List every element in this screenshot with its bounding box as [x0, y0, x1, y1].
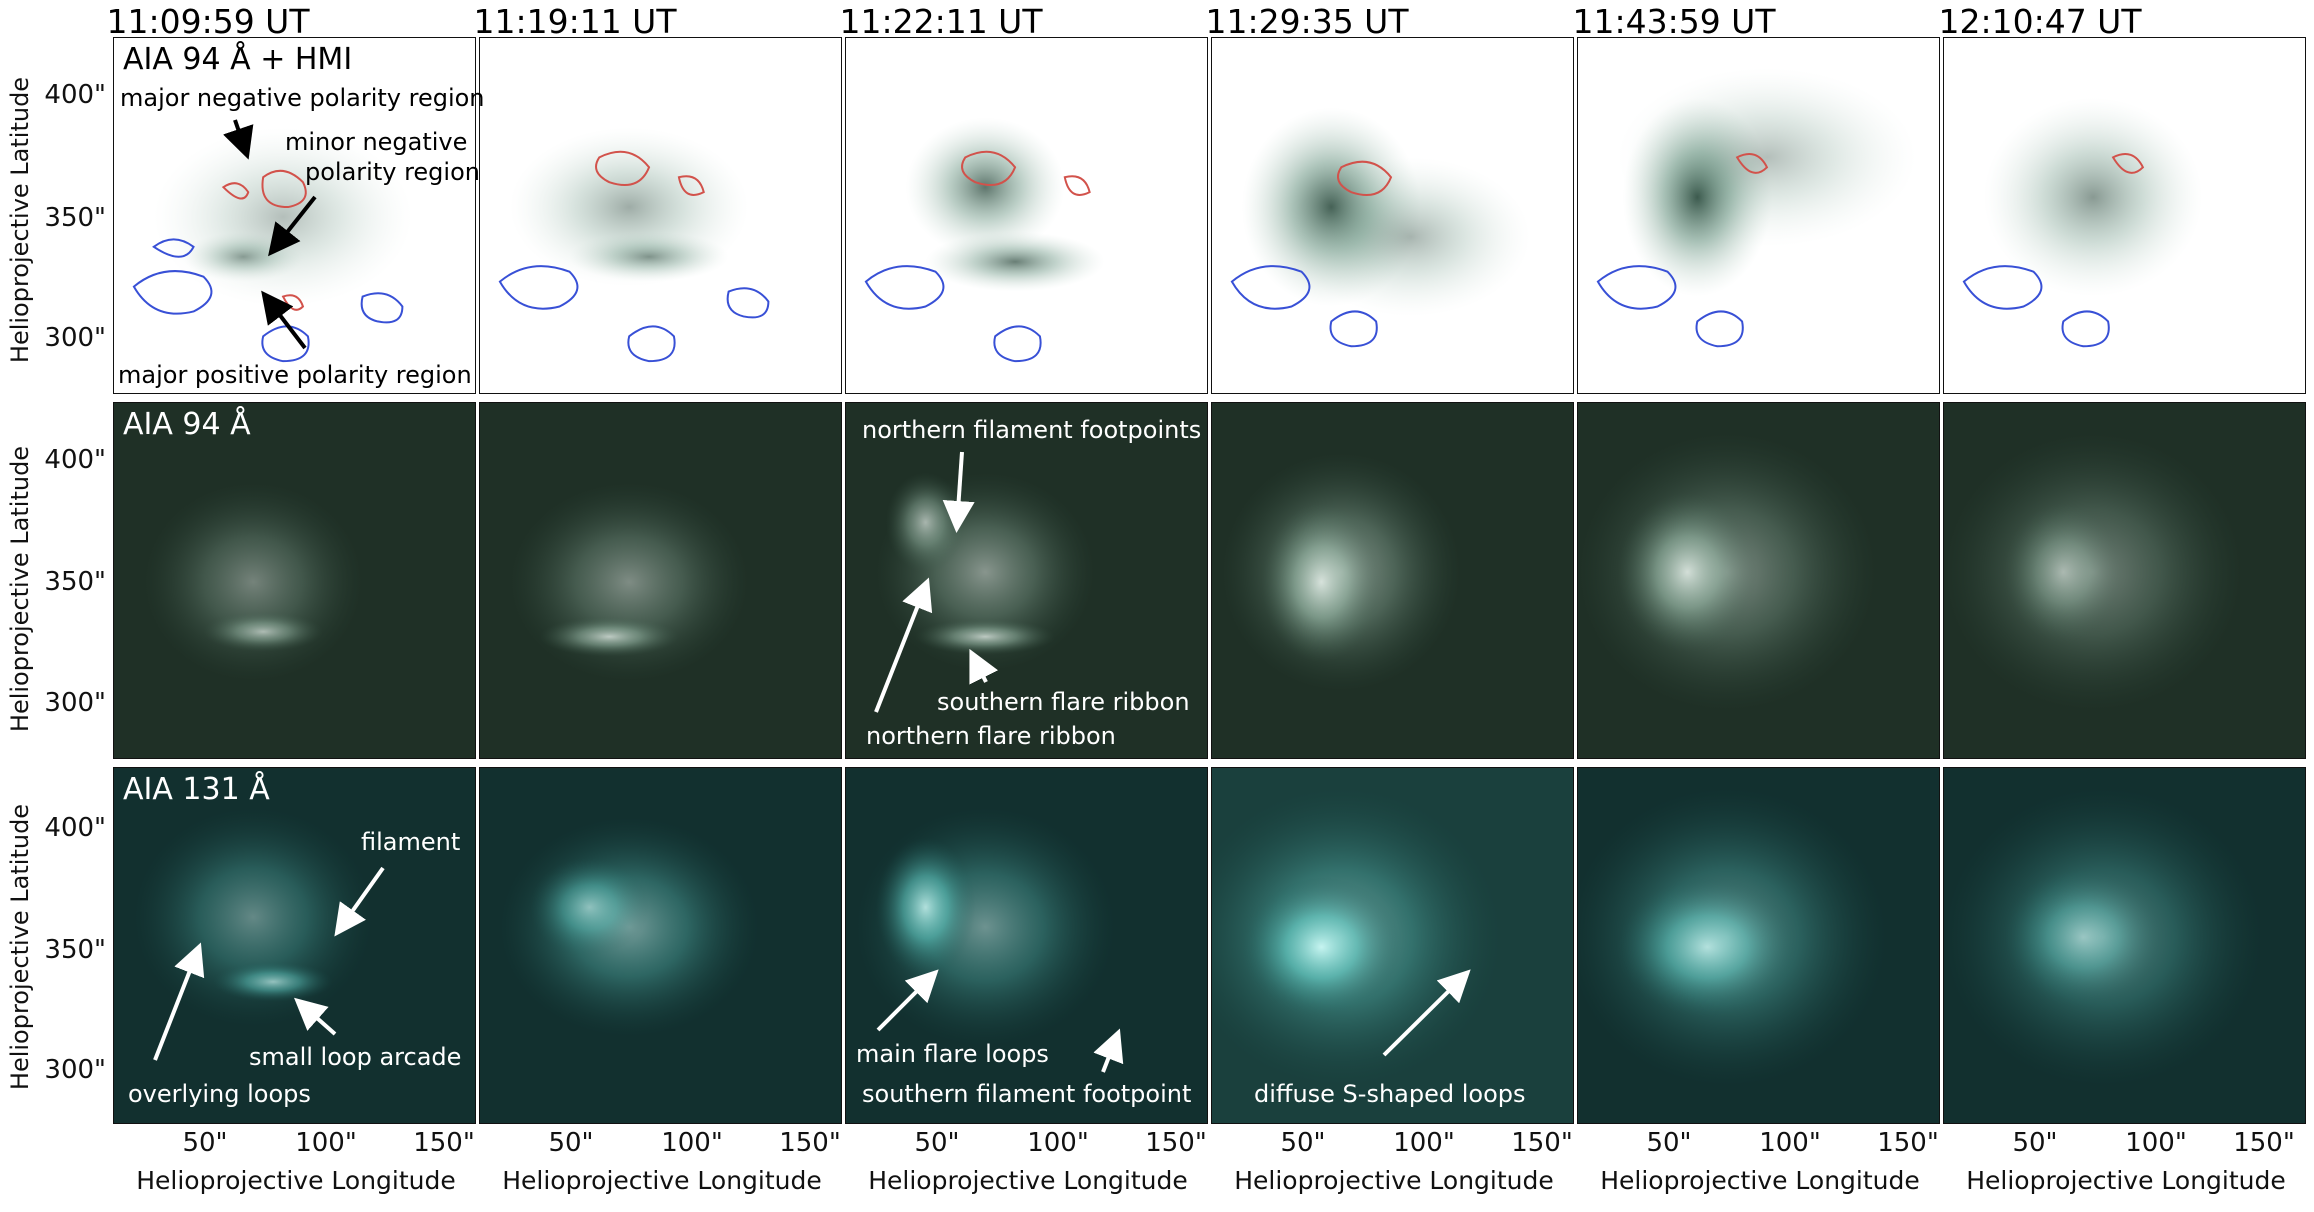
- column-title-5: 11:43:59 UT: [1572, 2, 1776, 41]
- panel-r2-c5: [1577, 402, 1940, 759]
- row3-title: AIA 131 Å: [123, 772, 270, 807]
- panel-r2-c6: [1943, 402, 2306, 759]
- xtick-c5-50: 50": [1646, 1128, 1692, 1158]
- xlabel-col4: Helioprojective Longitude: [1234, 1166, 1554, 1195]
- xtick-c2-100: 100": [661, 1128, 723, 1158]
- ann-northern-footpoints: northern filament footpoints: [862, 416, 1202, 444]
- panel-r1-c3: [845, 37, 1208, 394]
- xtick-c4-50: 50": [1280, 1128, 1326, 1158]
- ann-diffuse-loops: diffuse S-shaped loops: [1254, 1080, 1526, 1108]
- xtick-c2-150: 150": [779, 1128, 841, 1158]
- xlabel-col5: Helioprojective Longitude: [1600, 1166, 1920, 1195]
- panel-r3-c3: [845, 767, 1208, 1124]
- panel-r2-c4: [1211, 402, 1574, 759]
- panel-r1-c6: [1943, 37, 2306, 394]
- xlabel-col6: Helioprojective Longitude: [1966, 1166, 2286, 1195]
- column-title-2: 11:19:11 UT: [473, 2, 677, 41]
- xlabel-col2: Helioprojective Longitude: [502, 1166, 822, 1195]
- xtick-c2-50: 50": [548, 1128, 594, 1158]
- ytick-r2-400: 400": [44, 445, 106, 475]
- panel-r1-c2: [479, 37, 842, 394]
- ytick-r1-300: 300": [44, 323, 106, 353]
- ann-southern-ribbon: southern flare ribbon: [937, 688, 1190, 716]
- xtick-c3-100: 100": [1027, 1128, 1089, 1158]
- ann-major-positive: major positive polarity region: [118, 361, 472, 389]
- column-title-1: 11:09:59 UT: [106, 2, 310, 41]
- panel-r3-c6: [1943, 767, 2306, 1124]
- ann-main-flare-loops: main flare loops: [856, 1040, 1049, 1068]
- panel-r1-c5: [1577, 37, 1940, 394]
- panel-r2-c2: [479, 402, 842, 759]
- row1-title: AIA 94 Å + HMI: [123, 42, 353, 77]
- xtick-c6-50: 50": [2012, 1128, 2058, 1158]
- panel-r2-c1: [113, 402, 476, 759]
- ann-northern-ribbon: northern flare ribbon: [866, 722, 1116, 750]
- ytick-r1-400: 400": [44, 80, 106, 110]
- ytick-r3-400: 400": [44, 813, 106, 843]
- xtick-c4-100: 100": [1393, 1128, 1455, 1158]
- xtick-c1-100: 100": [295, 1128, 357, 1158]
- ann-overlying-loops: overlying loops: [128, 1080, 311, 1108]
- xtick-c1-50: 50": [182, 1128, 228, 1158]
- ann-filament: filament: [361, 828, 461, 856]
- panel-r3-c4: [1211, 767, 1574, 1124]
- ytick-r2-300: 300": [44, 688, 106, 718]
- xlabel-col3: Helioprojective Longitude: [868, 1166, 1188, 1195]
- panel-r1-c4: [1211, 37, 1574, 394]
- ann-major-negative: major negative polarity region: [120, 84, 485, 112]
- xlabel-col1: Helioprojective Longitude: [136, 1166, 456, 1195]
- ytick-r2-350: 350": [44, 567, 106, 597]
- panel-r3-c2: [479, 767, 842, 1124]
- ann-small-loop-arcade: small loop arcade: [249, 1043, 462, 1071]
- xtick-c6-100: 100": [2125, 1128, 2187, 1158]
- ytick-r1-350: 350": [44, 203, 106, 233]
- xtick-c6-150: 150": [2233, 1128, 2295, 1158]
- xtick-c3-150: 150": [1145, 1128, 1207, 1158]
- column-title-3: 11:22:11 UT: [839, 2, 1043, 41]
- ytick-r3-300: 300": [44, 1055, 106, 1085]
- row2-title: AIA 94 Å: [123, 407, 251, 442]
- ann-minor-negative-2: polarity region: [305, 158, 480, 186]
- column-title-4: 11:29:35 UT: [1205, 2, 1409, 41]
- ytick-r3-350: 350": [44, 935, 106, 965]
- xtick-c1-150: 150": [413, 1128, 475, 1158]
- xtick-c4-150: 150": [1511, 1128, 1573, 1158]
- xtick-c3-50: 50": [914, 1128, 960, 1158]
- column-title-6: 12:10:47 UT: [1938, 2, 2142, 41]
- xtick-c5-150: 150": [1877, 1128, 1939, 1158]
- ann-minor-negative-1: minor negative: [285, 128, 468, 156]
- panel-r3-c5: [1577, 767, 1940, 1124]
- ann-southern-footpoint: southern filament footpoint: [862, 1080, 1192, 1108]
- xtick-c5-100: 100": [1759, 1128, 1821, 1158]
